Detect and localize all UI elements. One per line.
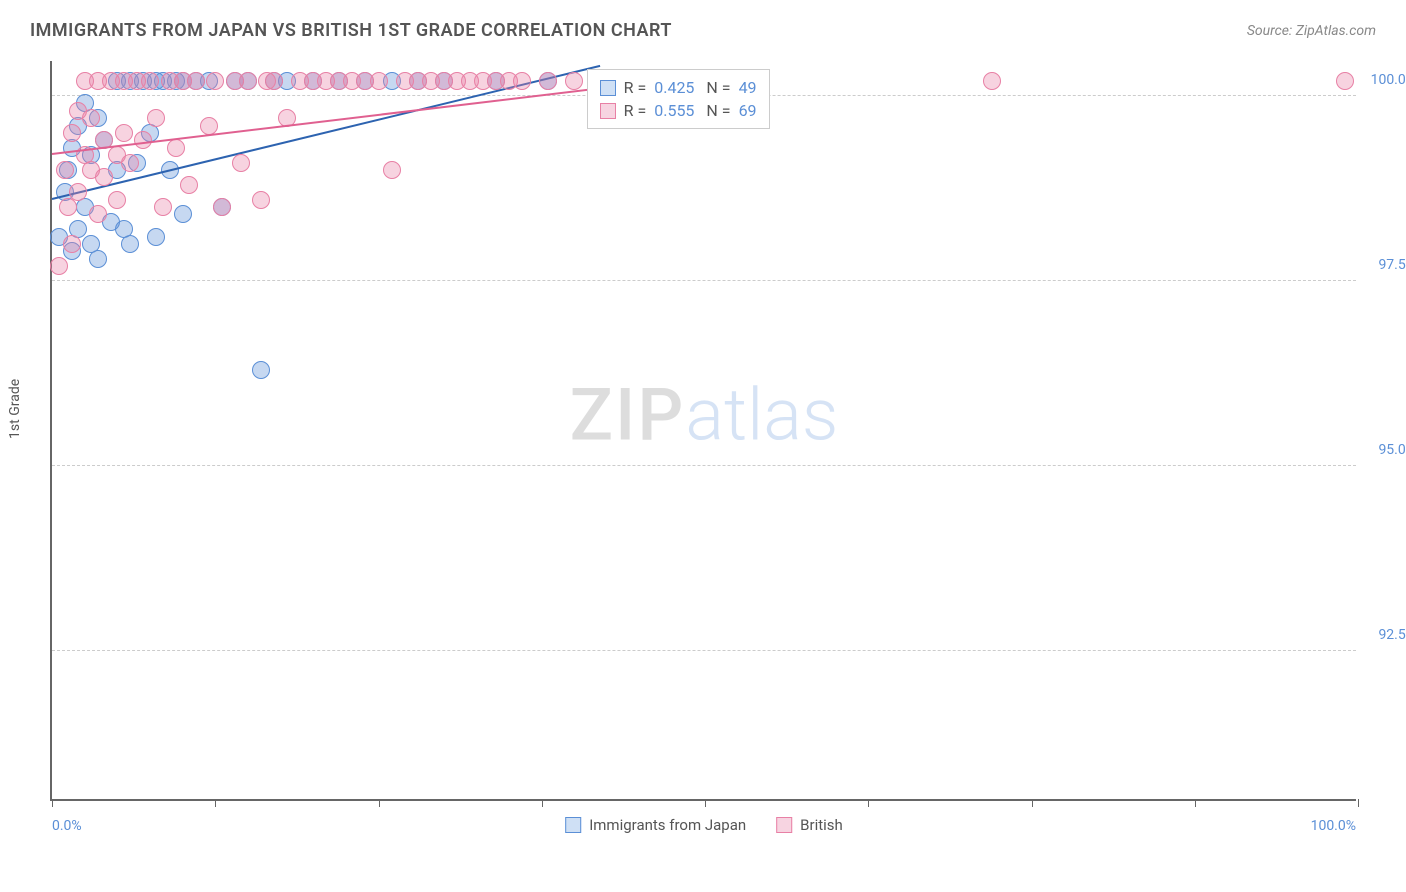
data-point <box>115 124 133 142</box>
x-tick <box>1195 799 1196 807</box>
y-axis-title: 1st Grade <box>7 379 23 439</box>
x-tick <box>542 799 543 807</box>
data-point <box>108 191 126 209</box>
y-tick-label: 92.5% <box>1378 627 1406 643</box>
data-point <box>370 72 388 90</box>
x-tick <box>705 799 706 807</box>
x-tick <box>868 799 869 807</box>
chart-container: 1st Grade ZIPatlas 0.0% 100.0% Immigrant… <box>0 51 1406 871</box>
data-point <box>59 198 77 216</box>
data-point <box>539 72 557 90</box>
data-point <box>513 72 531 90</box>
data-point <box>252 191 270 209</box>
data-point <box>232 154 250 172</box>
data-point <box>69 183 87 201</box>
data-point <box>983 72 1001 90</box>
legend-swatch <box>600 103 616 119</box>
plot-area: ZIPatlas 0.0% 100.0% Immigrants from Jap… <box>50 61 1356 801</box>
data-point <box>89 250 107 268</box>
source-attribution: Source: ZipAtlas.com <box>1247 23 1376 39</box>
data-point <box>187 72 205 90</box>
data-point <box>89 205 107 223</box>
legend-swatch <box>565 817 581 833</box>
x-tick <box>379 799 380 807</box>
x-tick <box>1032 799 1033 807</box>
stat-n-label: N = <box>702 78 730 97</box>
data-point <box>239 72 257 90</box>
legend-item: British <box>776 816 843 834</box>
data-point <box>200 117 218 135</box>
legend-label: Immigrants from Japan <box>589 816 746 834</box>
x-tick <box>215 799 216 807</box>
data-point <box>383 161 401 179</box>
stat-r-label: R = <box>624 78 647 97</box>
y-tick-label: 100.0% <box>1371 72 1406 88</box>
gridline <box>52 650 1356 651</box>
chart-header: IMMIGRANTS FROM JAPAN VS BRITISH 1ST GRA… <box>0 0 1406 51</box>
legend-stats-row: R = 0.425 N = 49 <box>600 76 757 99</box>
data-point <box>565 72 583 90</box>
data-point <box>121 154 139 172</box>
data-point <box>1336 72 1354 90</box>
data-point <box>206 72 224 90</box>
stat-n-value: 49 <box>739 78 757 97</box>
watermark-zip: ZIP <box>570 373 686 458</box>
data-point <box>50 257 68 275</box>
stat-n-label: N = <box>702 101 730 120</box>
chart-title: IMMIGRANTS FROM JAPAN VS BRITISH 1ST GRA… <box>30 20 672 41</box>
legend-stats: R = 0.425 N = 49 R = 0.555 N = 69 <box>587 69 770 129</box>
legend-stats-row: R = 0.555 N = 69 <box>600 99 757 122</box>
data-point <box>213 198 231 216</box>
x-tick <box>52 799 53 807</box>
legend-item: Immigrants from Japan <box>565 816 746 834</box>
legend-bottom: Immigrants from Japan British <box>565 816 843 834</box>
x-axis-min-label: 0.0% <box>52 818 82 834</box>
data-point <box>180 176 198 194</box>
stat-r-label: R = <box>624 101 647 120</box>
legend-label: British <box>800 816 843 834</box>
stat-r-value: 0.555 <box>654 101 694 120</box>
data-point <box>141 72 159 90</box>
gridline <box>52 465 1356 466</box>
x-tick <box>1358 799 1359 807</box>
data-point <box>167 139 185 157</box>
gridline <box>52 280 1356 281</box>
data-point <box>174 205 192 223</box>
data-point <box>63 235 81 253</box>
x-axis-max-label: 100.0% <box>1311 818 1356 834</box>
data-point <box>265 72 283 90</box>
watermark: ZIPatlas <box>570 373 839 458</box>
data-point <box>56 161 74 179</box>
data-point <box>147 109 165 127</box>
y-tick-label: 95.0% <box>1378 442 1406 458</box>
data-point <box>147 228 165 246</box>
y-tick-label: 97.5% <box>1378 257 1406 273</box>
data-point <box>121 235 139 253</box>
legend-swatch <box>600 80 616 96</box>
legend-swatch <box>776 817 792 833</box>
stat-n-value: 69 <box>739 101 757 120</box>
data-point <box>154 198 172 216</box>
data-point <box>82 109 100 127</box>
watermark-atlas: atlas <box>685 373 838 458</box>
stat-r-value: 0.425 <box>654 78 694 97</box>
data-point <box>252 361 270 379</box>
data-point <box>95 168 113 186</box>
data-point <box>63 124 81 142</box>
